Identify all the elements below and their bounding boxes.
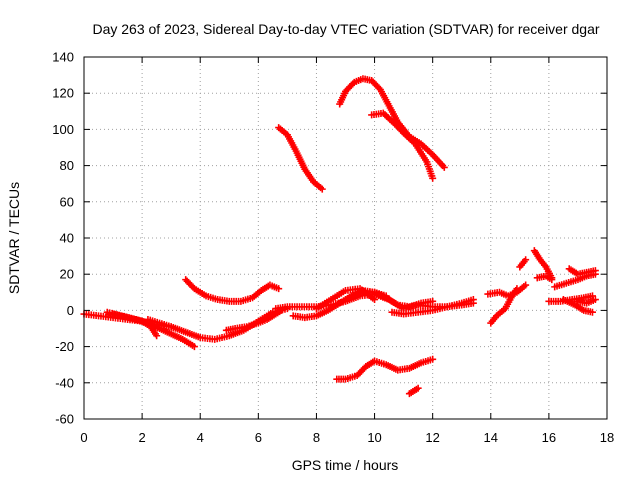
x-tick-label: 14 [484, 430, 498, 445]
series-track-17 [400, 299, 477, 313]
series-track-3 [109, 310, 161, 340]
data-point-marker [429, 174, 437, 182]
series-track-4 [144, 305, 291, 343]
y-tick-label: 60 [60, 194, 74, 209]
x-tick-label: 0 [80, 430, 87, 445]
series-track-5 [182, 276, 283, 305]
x-axis-label: GPS time / hours [292, 457, 399, 473]
y-tick-label: 140 [52, 50, 74, 65]
series-track-15 [333, 355, 437, 383]
x-tick-label: 12 [425, 430, 439, 445]
axis-ticks [83, 56, 608, 420]
data-point-marker [548, 276, 556, 284]
series-track-20 [516, 256, 530, 271]
y-tick-label: 40 [60, 231, 74, 246]
data-point-marker [371, 296, 379, 304]
data-point-marker [375, 84, 383, 92]
series-track-26 [559, 296, 596, 316]
chart-title: Day 263 of 2023, Sidereal Day-to-day VTE… [92, 21, 599, 37]
x-tick-label: 8 [313, 430, 320, 445]
y-tick-label: -40 [55, 375, 74, 390]
series-track-19 [484, 281, 530, 300]
series-track-21 [530, 247, 556, 282]
x-tick-label: 10 [367, 430, 381, 445]
data-point-marker [522, 256, 530, 264]
x-tick-label: 16 [542, 430, 556, 445]
data-point-marker [190, 343, 198, 351]
series-track-22 [533, 272, 556, 284]
y-tick-label: -60 [55, 412, 74, 427]
data-point-marker [522, 281, 530, 289]
data-point-marker [153, 332, 161, 340]
data-point-marker [349, 80, 357, 88]
x-tick-label: 4 [197, 430, 204, 445]
series-track-16 [405, 384, 422, 398]
data-point-marker [440, 163, 448, 171]
y-tick-label: -20 [55, 339, 74, 354]
data-point-marker [469, 299, 477, 307]
series-track-27 [574, 296, 599, 307]
y-tick-label: 120 [52, 86, 74, 101]
series-track-25 [565, 265, 599, 278]
series-track-7 [275, 124, 326, 193]
series-track-6 [222, 306, 286, 334]
data-point-marker [275, 285, 283, 293]
data-point-marker [591, 267, 599, 275]
series-track-12 [368, 109, 437, 182]
y-tick-label: 100 [52, 122, 74, 137]
x-tick-label: 2 [138, 430, 145, 445]
grid [84, 57, 607, 419]
data-point-marker [414, 384, 422, 392]
data-point-marker [591, 296, 599, 304]
data-point-marker [588, 308, 596, 316]
x-tick-label: 18 [600, 430, 614, 445]
y-axis-label: SDTVAR / TECUs [6, 182, 22, 294]
data-points [80, 75, 599, 398]
x-tick-label: 6 [255, 430, 262, 445]
y-tick-label: 80 [60, 158, 74, 173]
data-point-marker [429, 355, 437, 363]
tick-labels: 0 2 4 6 8 10 12 14 16 18 -60 -40 -20 0 20 40 60 80 100 120 1… [52, 50, 614, 446]
data-point-marker [318, 185, 326, 193]
y-tick-label: 20 [60, 267, 74, 282]
y-tick-label: 0 [67, 303, 74, 318]
